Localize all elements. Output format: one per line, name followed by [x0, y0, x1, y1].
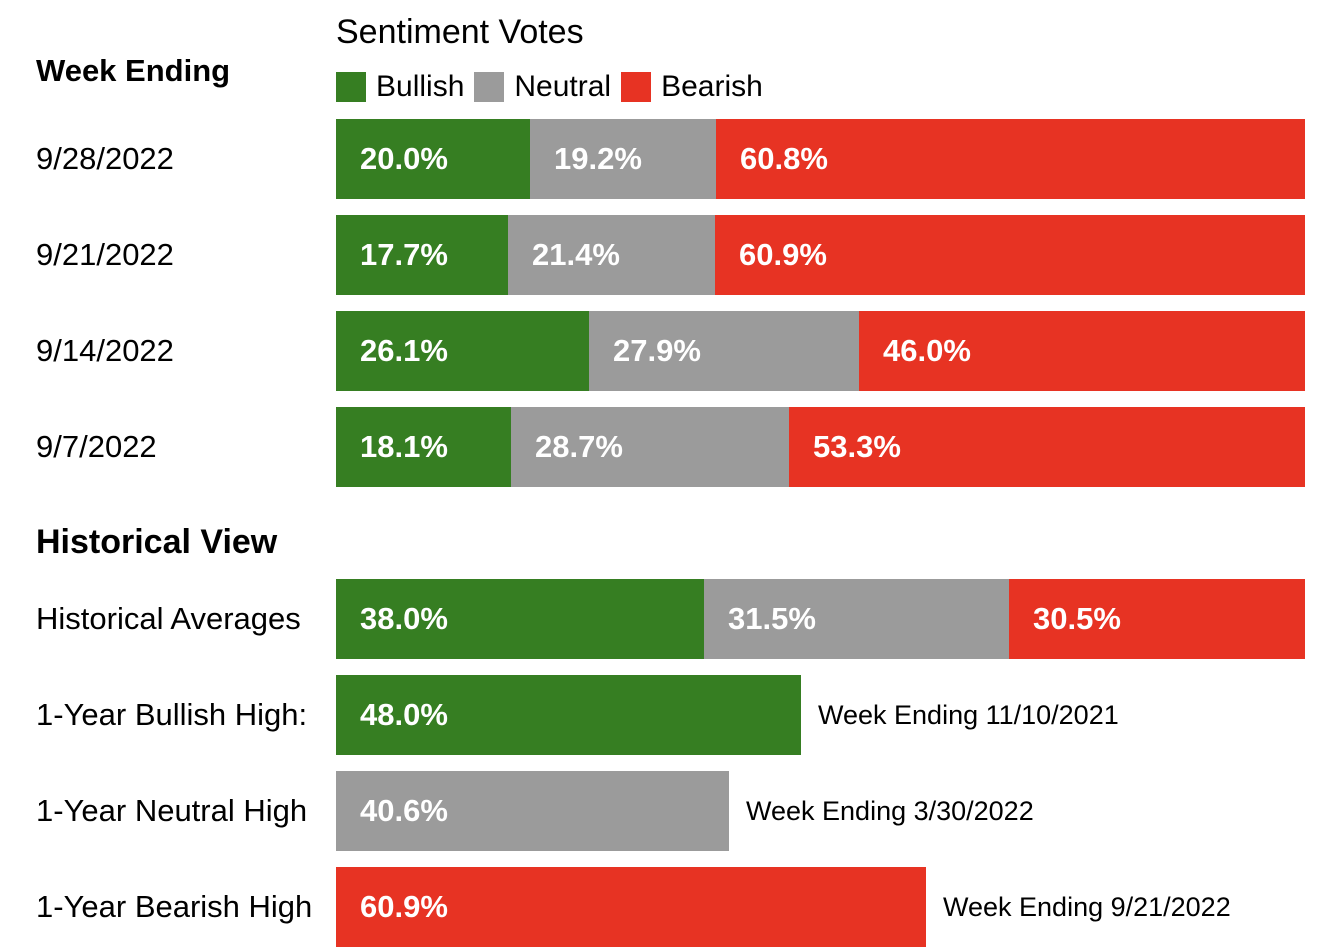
legend-swatch-neutral — [474, 72, 505, 102]
bar-segment-bullish — [336, 407, 511, 487]
week-row-label: 9/21/2022 — [36, 237, 174, 272]
bar-segment-neutral — [511, 407, 789, 487]
bar-segment-bearish — [859, 311, 1305, 391]
data-label-neutral: 27.9% — [613, 333, 701, 368]
bar-segment-bullish — [336, 119, 530, 199]
data-label-bullish: 20.0% — [360, 141, 448, 176]
data-label-bearish: 60.9% — [360, 889, 448, 924]
legend-item-bullish: Bullish — [336, 70, 464, 104]
high-bearish-row-label: 1-Year Bearish High — [36, 889, 313, 924]
bar-segment-neutral — [704, 579, 1009, 659]
data-label-bullish: 18.1% — [360, 429, 448, 464]
historical-averages-row-label: Historical Averages — [36, 601, 301, 636]
legend-label-neutral: Neutral — [514, 70, 612, 103]
high-bar-bearish — [336, 867, 926, 947]
bar-segment-bullish — [336, 579, 704, 659]
data-label-bearish: 30.5% — [1033, 601, 1121, 636]
high-bar-bullish — [336, 675, 801, 755]
data-label-neutral: 40.6% — [360, 793, 448, 828]
data-label-bullish: 17.7% — [360, 237, 448, 272]
data-label-bullish: 38.0% — [360, 601, 448, 636]
bar-segment-neutral — [589, 311, 859, 391]
week-bar: 18.1% 28.7% 53.3% — [336, 407, 1305, 487]
legend-swatch-bearish — [621, 72, 652, 102]
high-bullish-row-label: 1-Year Bullish High: — [36, 697, 308, 732]
high-neutral-row-label: 1-Year Neutral High — [36, 793, 308, 828]
bar-segment-bearish — [1009, 579, 1305, 659]
data-label-bearish: 53.3% — [813, 429, 901, 464]
bar-segment-bearish — [716, 119, 1305, 199]
legend-label-bullish: Bullish — [376, 70, 465, 103]
bar-segment-bearish — [789, 407, 1305, 487]
legend-swatch-bullish — [336, 72, 366, 102]
high-bar-neutral — [336, 771, 729, 851]
bar-segment-bullish — [336, 311, 589, 391]
historical-view-heading: Historical View — [36, 523, 278, 561]
week-row-label: 9/7/2022 — [36, 429, 157, 464]
high-date-annotation: Week Ending 11/10/2021 — [818, 700, 1119, 730]
legend: Bullish Neutral Bearish — [336, 70, 773, 104]
legend-item-bearish: Bearish — [621, 70, 763, 104]
week-bar: 17.7% 21.4% 60.9% — [336, 215, 1305, 295]
data-label-bullish: 48.0% — [360, 697, 448, 732]
legend-item-neutral: Neutral — [474, 70, 611, 104]
data-label-bearish: 46.0% — [883, 333, 971, 368]
data-label-neutral: 21.4% — [532, 237, 620, 272]
data-label-bearish: 60.9% — [739, 237, 827, 272]
data-label-neutral: 28.7% — [535, 429, 623, 464]
legend-label-bearish: Bearish — [661, 70, 763, 103]
data-label-neutral: 19.2% — [554, 141, 642, 176]
bar-segment-bullish — [336, 215, 508, 295]
week-ending-heading: Week Ending — [36, 53, 231, 88]
week-row-label: 9/14/2022 — [36, 333, 174, 368]
bar-segment-bearish — [715, 215, 1305, 295]
data-label-bearish: 60.8% — [740, 141, 828, 176]
week-bar: 20.0% 19.2% 60.8% — [336, 119, 1305, 199]
historical-averages-bar: 38.0% 31.5% 30.5% — [336, 579, 1305, 659]
high-date-annotation: Week Ending 9/21/2022 — [943, 892, 1231, 922]
data-label-bullish: 26.1% — [360, 333, 448, 368]
high-date-annotation: Week Ending 3/30/2022 — [746, 796, 1034, 826]
bar-segment-neutral — [530, 119, 716, 199]
chart-title: Sentiment Votes — [336, 13, 584, 51]
week-row-label: 9/28/2022 — [36, 141, 174, 176]
data-label-neutral: 31.5% — [728, 601, 816, 636]
bar-segment-neutral — [508, 215, 715, 295]
week-bar: 26.1% 27.9% 46.0% — [336, 311, 1305, 391]
